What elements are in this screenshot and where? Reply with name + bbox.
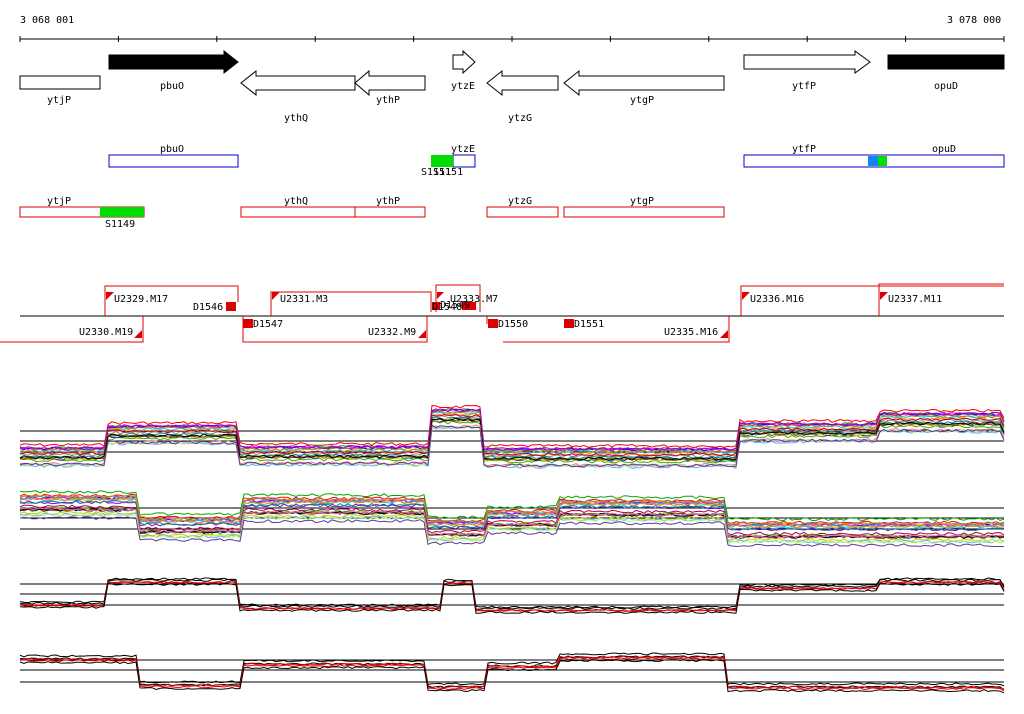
fwd-box-label-pbuO: pbuO (160, 144, 184, 155)
expression-trace (19, 656, 1005, 692)
gene-label-ythQ: ythQ (284, 113, 308, 124)
segment-S1151[interactable] (431, 155, 453, 167)
rev-box-ytzG[interactable] (486, 206, 559, 218)
fwd-box-ytzE[interactable] (452, 154, 476, 168)
rev-box-ythQ[interactable] (240, 206, 356, 218)
gene-arrow-pbuO[interactable] (108, 49, 239, 75)
segment-green-small (878, 156, 887, 166)
segment-label-S1151: S1151 (421, 167, 451, 178)
gene-arrow-ytjP[interactable] (19, 75, 101, 90)
gene-label-ytzE: ytzE (451, 81, 475, 92)
gene-label-pbuO: pbuO (160, 81, 184, 92)
upper-feature-D1548[interactable]: D1548 (432, 302, 462, 313)
gene-arrow-ytgP[interactable] (563, 69, 725, 97)
expression-trace (19, 582, 1005, 614)
ruler-start-label: 3 068 001 (20, 15, 74, 26)
expression-trace (19, 424, 1005, 468)
gene-arrow-opuD[interactable] (887, 54, 1005, 70)
expression-trace (19, 659, 1005, 694)
gene-label-ythP: ythP (376, 95, 400, 106)
expression-trace (19, 516, 1004, 548)
fwd-box-label-ytzE: ytzE (451, 144, 475, 155)
rev-box-ythP[interactable] (354, 206, 426, 218)
gene-arrow-ytzE[interactable] (452, 49, 476, 75)
gene-arrow-ythP[interactable] (354, 69, 426, 97)
rev-box-label-ytzG: ytzG (508, 196, 532, 207)
fwd-box-label-opuD: opuD (932, 144, 956, 155)
gene-label-ytgP: ytgP (630, 95, 654, 106)
lower-feature-U2330.M19[interactable]: U2330.M19 (79, 327, 133, 338)
expression-trace (19, 417, 1005, 461)
expression-panel-reverse-multi (19, 490, 1005, 548)
expression-trace (19, 513, 1005, 545)
gene-arrow-ytfP[interactable] (743, 50, 871, 74)
expression-trace (19, 416, 1005, 460)
gene-label-opuD: opuD (934, 81, 958, 92)
upper-feature-U2337.M11[interactable]: U2337.M11 (888, 294, 942, 305)
expression-trace (19, 494, 1005, 527)
lower-extent-lines (0, 316, 730, 343)
rev-box-label-ytjP: ytjP (47, 196, 71, 207)
segment-S1149[interactable] (100, 207, 144, 217)
segment-label-S1151-overlap: S1151 (433, 167, 463, 178)
gene-label-ytfP: ytfP (792, 81, 816, 92)
rev-box-label-ytgP: ytgP (630, 196, 654, 207)
upper-feature-D1549[interactable]: D1549 (440, 300, 470, 311)
fwd-box-label-ytfP: ytfP (792, 144, 816, 155)
reverse-strand-track: ytjP S1149 ythQ ythP ytzG ytgP (19, 196, 725, 230)
gene-annotation-track: ytjP pbuO ythQ ythP ytzE ytzG ytgP ytfP … (19, 49, 1005, 124)
expression-trace (19, 490, 1005, 522)
expression-trace (19, 652, 1005, 687)
upper-extent-lines (104, 283, 1004, 316)
transcript-feature-track: U2329.M17 U2331.M3 U2333.M7 U2336.M16 U2… (0, 283, 1004, 343)
rev-box-label-ythP: ythP (376, 196, 400, 207)
fwd-box-pbuO[interactable] (108, 154, 239, 168)
gene-arrow-ytzG[interactable] (486, 69, 559, 97)
expression-panel-reverse-summary (19, 652, 1005, 694)
lower-feature-D1551[interactable]: D1551 (574, 319, 604, 330)
upper-feature-U2336.M16[interactable]: U2336.M16 (750, 294, 804, 305)
coordinate-ruler: 3 068 001 3 078 000 (19, 15, 1005, 42)
expression-trace (19, 577, 1005, 609)
expression-trace (19, 424, 1005, 468)
rev-box-label-ythQ: ythQ (284, 196, 308, 207)
gene-arrow-ythQ[interactable] (240, 69, 356, 97)
expression-trace (19, 408, 1005, 452)
lower-feature-U2332.M9[interactable]: U2332.M9 (368, 327, 416, 338)
expression-trace (19, 413, 1005, 457)
lower-feature-D1550[interactable]: D1550 (498, 319, 528, 330)
expression-trace (19, 410, 1005, 454)
expression-trace (19, 500, 1005, 532)
ruler-ticks (19, 36, 1005, 42)
expression-panel-forward-multi (19, 404, 1005, 469)
expression-trace (19, 655, 1005, 690)
gene-label-ytzG: ytzG (508, 113, 532, 124)
forward-strand-track: pbuO ytzE S1151 S1151 ytfP opuD (108, 144, 1005, 178)
lower-feature-D1547[interactable]: D1547 (253, 319, 283, 330)
segment-label-S1149: S1149 (105, 219, 135, 230)
expression-trace (19, 578, 1005, 610)
rev-box-ytgP[interactable] (563, 206, 725, 218)
gene-label-ytjP: ytjP (47, 95, 71, 106)
expression-panel-forward-summary (19, 577, 1005, 614)
upper-feature-U2333.M7[interactable]: U2333.M7 (450, 294, 498, 305)
ruler-end-label: 3 078 000 (947, 15, 1001, 26)
upper-feature-D1546[interactable]: D1546 (193, 302, 223, 313)
segment-blue (868, 156, 878, 166)
lower-flags (134, 319, 728, 338)
upper-feature-U2331.M3[interactable]: U2331.M3 (280, 294, 328, 305)
expression-trace (19, 404, 1005, 448)
upper-feature-U2329.M17[interactable]: U2329.M17 (114, 294, 168, 305)
expression-trace (19, 500, 1005, 532)
upper-flags (106, 292, 888, 311)
lower-feature-U2335.M16[interactable]: U2335.M16 (664, 327, 718, 338)
expression-trace (19, 507, 1005, 539)
